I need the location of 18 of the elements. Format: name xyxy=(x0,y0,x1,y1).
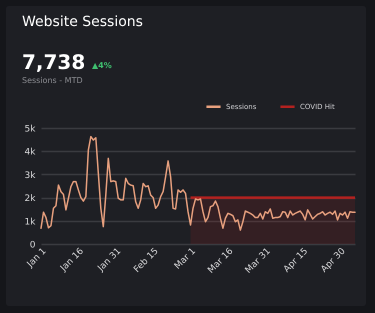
y-tick-label: 5k xyxy=(24,124,36,134)
y-tick-label: 1k xyxy=(24,217,36,228)
text: 7,738 xyxy=(22,50,86,74)
x-tick-label: Apr 30 xyxy=(319,246,348,275)
x-tick-label: Feb 15 xyxy=(132,246,161,275)
x-tick-label: Apr 15 xyxy=(282,246,310,275)
line-series xyxy=(40,136,356,231)
x-tick-label: Mar 16 xyxy=(206,246,236,276)
x-tick-label: Mar 31 xyxy=(244,246,273,276)
y-tick-label: 3k xyxy=(24,170,36,181)
text: ▲4% xyxy=(92,61,112,70)
x-tick-label: Jan 16 xyxy=(58,246,86,274)
x-tick-label: Mar 1 xyxy=(172,246,198,272)
text: Sessions - MTD xyxy=(22,76,83,85)
y-tick-label: 2k xyxy=(24,194,36,204)
x-tick-label: Jan 31 xyxy=(96,246,124,274)
chart-title: Website Sessions xyxy=(22,14,143,30)
y-tick-label: 4k xyxy=(24,148,36,158)
